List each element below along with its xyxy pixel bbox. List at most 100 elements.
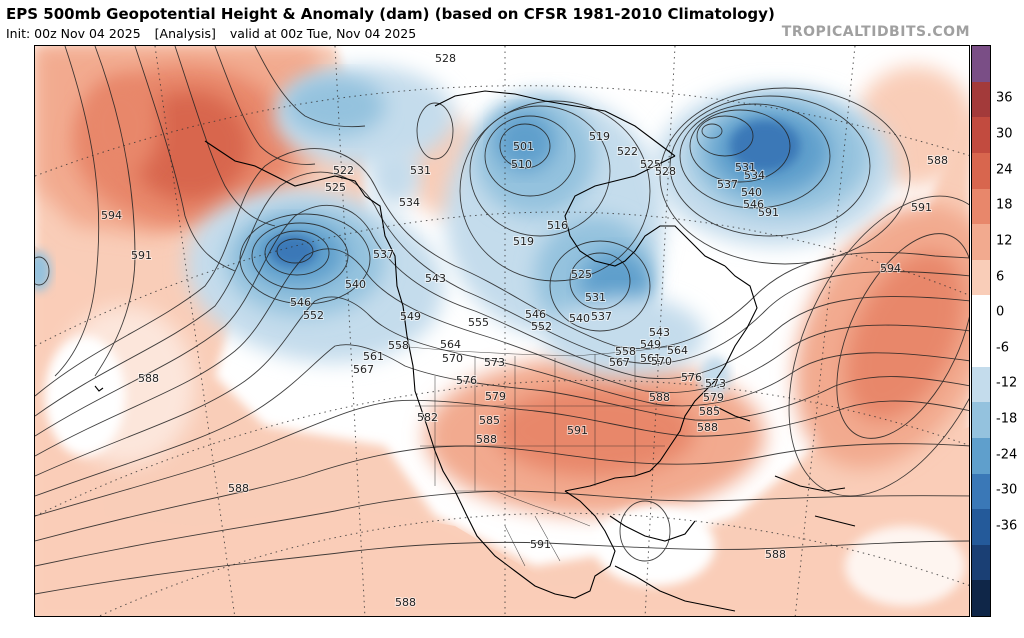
colorbar-tick-label: 6 [996, 269, 1005, 285]
contour-label: 537 [591, 310, 612, 323]
colorbar-segment [972, 473, 990, 511]
contour-label: 561 [640, 352, 661, 365]
map-panel: 528 594 591 522 525 531 534 537 540 546 … [34, 45, 970, 617]
political-borders [396, 345, 676, 567]
anomaly-colorbar [971, 45, 991, 617]
contour-label: 546 [290, 296, 311, 309]
contour-label: 510 [511, 158, 532, 171]
contour-label: 531 [735, 161, 756, 174]
colorbar-segment [972, 509, 990, 546]
map-subtitle: Init: 00z Nov 04 2025 [Analysis] valid a… [6, 26, 426, 41]
contour-label: 564 [440, 338, 461, 351]
lat-lon-grid [35, 46, 969, 616]
colorbar-tick-label: 12 [996, 233, 1013, 249]
contour-label: 588 [697, 421, 718, 434]
contour-label: 591 [758, 206, 779, 219]
contour-label: 579 [485, 390, 506, 403]
contour-label: 537 [373, 248, 394, 261]
contour-label: 531 [410, 164, 431, 177]
valid-time: valid at 00z Tue, Nov 04 2025 [229, 26, 417, 41]
contour-label: 576 [681, 371, 702, 384]
colorbar-segment [972, 117, 990, 154]
colorbar-tick-label: 30 [996, 126, 1013, 142]
colorbar-segment [972, 437, 990, 475]
contour-label: 546 [743, 198, 764, 211]
colorbar-segment [972, 544, 990, 582]
contour-label: 540 [741, 186, 762, 199]
contour-label: 588 [765, 548, 786, 561]
colorbar-segment [972, 188, 990, 226]
contour-label: 534 [744, 169, 765, 182]
contour-label: 540 [569, 312, 590, 325]
contour-label: 588 [138, 372, 159, 385]
contour-label: 543 [649, 326, 670, 339]
contour-label: 519 [513, 235, 534, 248]
contour-label: 546 [525, 308, 546, 321]
contour-label: 576 [456, 374, 477, 387]
colorbar-segment [972, 402, 990, 439]
contour-label: 558 [388, 339, 409, 352]
contour-label: 567 [353, 363, 374, 376]
colorbar-tick-label: 36 [996, 90, 1013, 106]
contour-label: 588 [228, 482, 249, 495]
geopotential-map: 528 594 591 522 525 531 534 537 540 546 … [35, 46, 969, 616]
colorbar-tick-label: -30 [996, 482, 1018, 498]
contour-label: 561 [363, 350, 384, 363]
colorbar-segment [972, 224, 990, 261]
contour-label: 552 [303, 309, 324, 322]
colorbar-segment [972, 259, 990, 297]
contour-label: 579 [703, 391, 724, 404]
map-title: EPS 500mb Geopotential Height & Anomaly … [6, 5, 775, 23]
contour-label: 501 [513, 140, 534, 153]
colorbar-segment [972, 366, 990, 404]
contour-label: 585 [699, 405, 720, 418]
contour-label: 591 [530, 538, 551, 551]
contour-label: 588 [395, 596, 416, 609]
colorbar-tick-label: -18 [996, 411, 1018, 427]
contour-label: 540 [345, 278, 366, 291]
colorbar-segment [972, 81, 990, 119]
contour-label: 528 [435, 52, 456, 65]
contour-label: 591 [131, 249, 152, 262]
contour-label: 549 [400, 310, 421, 323]
colorbar-tick-label: -6 [996, 340, 1009, 356]
analysis-tag: [Analysis] [154, 26, 216, 41]
contour-label: 573 [705, 377, 726, 390]
contour-label: 585 [479, 414, 500, 427]
colorbar-tick-label: -36 [996, 518, 1018, 534]
contour-labels: 528 594 591 522 525 531 534 537 540 546 … [100, 51, 949, 610]
contour-label: 594 [880, 262, 901, 275]
contour-label: 588 [927, 154, 948, 167]
colorbar-tick-label: 0 [996, 304, 1005, 320]
contour-label: 549 [640, 338, 661, 351]
contour-label: 516 [547, 219, 568, 232]
contour-label: 591 [911, 201, 932, 214]
contour-label: 525 [640, 158, 661, 171]
colorbar-tick-label: -24 [996, 447, 1018, 463]
contour-label: 537 [717, 178, 738, 191]
contour-label: 558 [615, 345, 636, 358]
init-time: Init: 00z Nov 04 2025 [6, 26, 141, 41]
contour-label: 519 [589, 130, 610, 143]
contour-label: 543 [425, 272, 446, 285]
contour-label: 588 [649, 391, 670, 404]
colorbar-labels: 36 30 24 18 12 6 0 -6 -12 -18 -24 -30 -36 [994, 45, 1024, 617]
contour-label: 573 [484, 356, 505, 369]
contour-label: 522 [617, 145, 638, 158]
contour-label: 525 [571, 268, 592, 281]
colorbar-segment [972, 295, 990, 332]
contour-label: 534 [399, 196, 420, 209]
colorbar-tick-label: 18 [996, 197, 1013, 213]
colorbar-segment [972, 580, 990, 616]
anomaly-shading [35, 46, 969, 616]
contour-label: 588 [476, 433, 497, 446]
contour-label: 591 [567, 424, 588, 437]
contour-label: 552 [531, 320, 552, 333]
colorbar-segment [972, 152, 990, 190]
site-watermark: TROPICALTIDBITS.COM [781, 24, 970, 40]
contour-label: 525 [325, 181, 346, 194]
contour-label: 564 [667, 344, 688, 357]
colorbar-tick-label: 24 [996, 162, 1013, 178]
colorbar-segment [972, 331, 990, 368]
contour-label: 522 [333, 164, 354, 177]
